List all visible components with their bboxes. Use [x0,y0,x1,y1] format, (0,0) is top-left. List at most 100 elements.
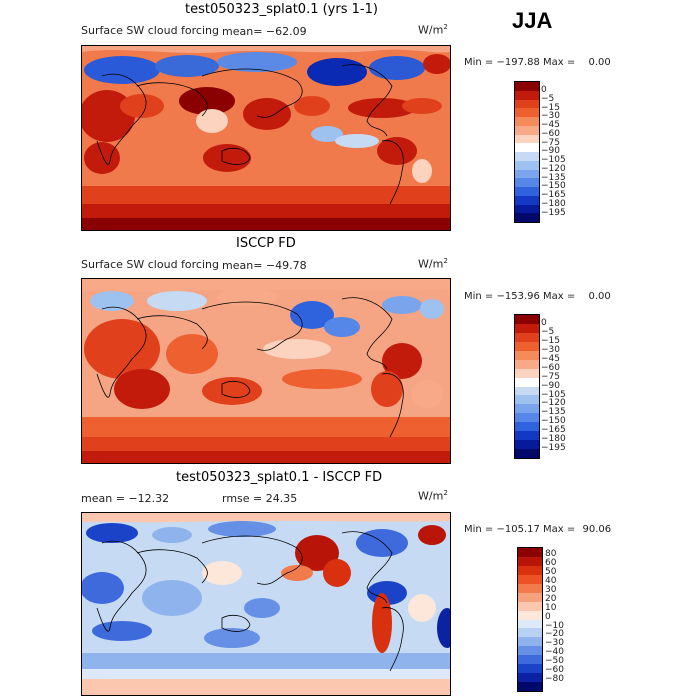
colorbar-swatch [518,592,542,602]
panel-1-minmax: Min = −197.88 Max = 0.00 [464,57,611,68]
colorbar-tick-label: −15 [541,335,560,346]
colorbar-tick-label: −105 [541,155,566,165]
colorbar-swatch [515,134,539,144]
colorbar-tick-label: −20 [545,629,564,640]
colorbar-swatch [515,204,539,214]
colorbar-tick-label: −165 [541,425,566,436]
colorbar-tick-label: −60 [541,128,560,139]
colorbar-swatch [515,178,539,187]
colorbar-swatch [515,359,539,369]
colorbar-tick-label: −105 [541,389,566,400]
colorbar-swatch [515,431,539,441]
colorbar-tick-label: −195 [541,443,566,454]
colorbar-swatch [515,413,539,423]
colorbar-swatch [518,556,542,566]
colorbar-tick-label: −75 [541,371,560,382]
colorbar-tick-label: −40 [545,647,564,658]
colorbar-tick-label: −45 [541,353,560,364]
colorbar-tick-label: −30 [541,344,560,355]
colorbar-tick-label: 0 [541,318,547,328]
colorbar-tick-label: 60 [545,557,557,568]
colorbar-swatch [518,646,542,656]
colorbar-tick-label: −90 [541,380,560,391]
colorbar-swatch [518,601,542,611]
colorbar-swatch [518,565,542,575]
panel-1-map [81,45,451,231]
colorbar-swatch [518,673,542,683]
panel-2-subtitle: Surface SW cloud forcing [81,258,219,271]
colorbar-swatch [515,90,539,100]
colorbar-swatch [515,315,539,324]
panel-3-title: test050323_splat0.1 - ISCCP FD [176,470,383,485]
colorbar-swatch [515,386,539,396]
colorbar-tick-label: 50 [545,566,557,577]
colorbar-swatch [518,637,542,647]
colorbar-swatch [515,195,539,205]
colorbar-tick-label: −15 [541,102,560,113]
colorbar-tick-label: −120 [541,398,566,409]
colorbar-tick-label: −180 [541,198,566,209]
panel-2-mean: mean= −49.78 [222,259,307,272]
colorbar-swatch [518,628,542,638]
colorbar-swatch [515,160,539,170]
colorbar-swatch [518,610,542,620]
colorbar-swatch [518,664,542,674]
panel-1-units: W/m2 [418,23,448,37]
colorbar-swatch [515,187,539,196]
colorbar-swatch [518,574,542,584]
panel-1-colorbar [514,81,540,223]
panel-1-title: test050323_splat0.1 (yrs 1-1) [185,2,378,17]
colorbar-tick-label: −5 [541,93,555,104]
colorbar-swatch [515,169,539,179]
colorbar-tick-label: −90 [541,146,560,157]
colorbar-tick-label: −150 [541,181,566,192]
colorbar-swatch [515,395,539,405]
colorbar-tick-label: −5 [541,326,555,337]
colorbar-swatch [518,655,542,665]
colorbar-tick-label: −60 [541,362,560,373]
colorbar-tick-label: 30 [545,584,557,595]
colorbar-swatch [515,82,539,91]
colorbar-tick-label: −80 [545,674,564,685]
colorbar-swatch [515,377,539,387]
colorbar-swatch [515,332,539,342]
colorbar-swatch [515,152,539,161]
colorbar-swatch [515,449,539,458]
panel-3-mean: mean = −12.32 [81,492,170,505]
season-label: JJA [512,8,553,33]
colorbar-swatch [518,682,542,691]
panel-3-map [81,512,451,696]
panel-3-units: W/m2 [418,489,448,503]
colorbar-tick-label: 80 [545,549,557,559]
colorbar-swatch [518,583,542,593]
colorbar-swatch [515,323,539,333]
colorbar-swatch [515,143,539,152]
colorbar-swatch [515,341,539,351]
colorbar-tick-label: −165 [541,190,566,200]
colorbar-tick-label: 40 [545,575,557,586]
colorbar-swatch [515,117,539,126]
colorbar-swatch [515,350,539,360]
colorbar-swatch [518,619,542,629]
colorbar-tick-label: −180 [541,434,566,445]
colorbar-swatch [518,548,542,557]
panel-2-minmax: Min = −153.96 Max = 0.00 [464,291,611,302]
colorbar-tick-label: −50 [545,656,564,667]
colorbar-tick-label: 10 [545,602,557,613]
colorbar-tick-label: −135 [541,172,566,183]
panel-2-units: W/m2 [418,257,448,271]
colorbar-tick-label: −30 [541,111,560,122]
colorbar-swatch [515,213,539,222]
colorbar-tick-label: −120 [541,163,566,174]
colorbar-swatch [515,125,539,135]
colorbar-swatch [515,108,539,117]
colorbar-tick-label: −45 [541,120,560,130]
colorbar-tick-label: −150 [541,416,566,427]
colorbar-tick-label: 20 [545,593,557,604]
colorbar-tick-label: −135 [541,407,566,418]
colorbar-tick-label: 0 [545,611,551,622]
panel-3-minmax: Min = −105.17 Max = 90.06 [464,524,612,535]
panel-2-map [81,278,451,464]
colorbar-tick-label: −10 [545,620,564,631]
panel-3-rmse: rmse = 24.35 [222,492,298,505]
